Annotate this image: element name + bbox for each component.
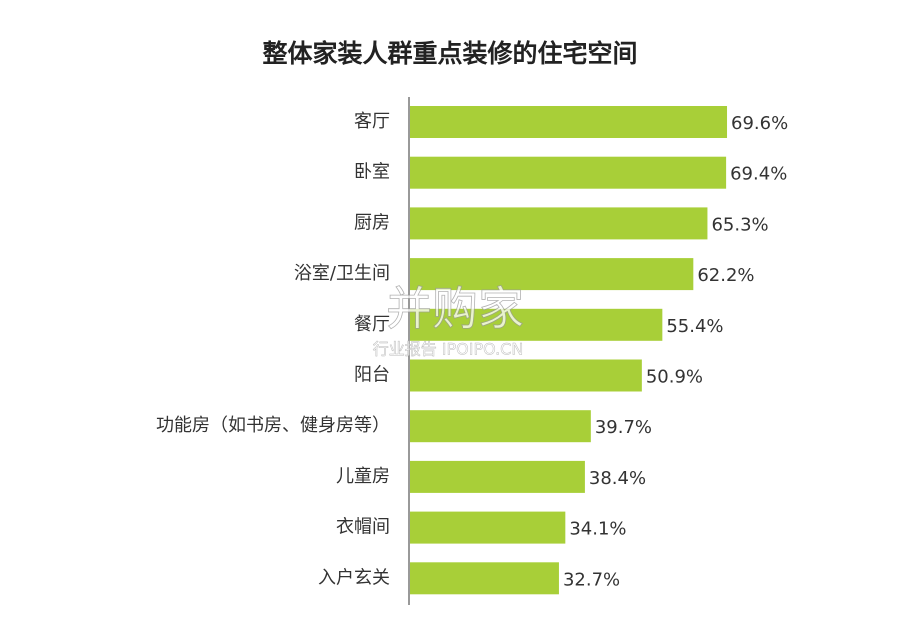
bar: [410, 460, 585, 493]
value-label: 34.1%: [569, 519, 626, 540]
bar: [410, 410, 591, 443]
category-label: 卧室: [354, 162, 390, 183]
value-label: 62.2%: [697, 265, 754, 286]
bar: [410, 258, 694, 291]
category-label: 衣帽间: [336, 517, 390, 538]
category-label: 阳台: [354, 365, 390, 386]
category-label: 厨房: [354, 212, 390, 233]
category-label: 功能房（如书房、健身房等）: [156, 415, 390, 436]
bar: [410, 308, 663, 341]
category-label: 入户玄关: [318, 567, 390, 588]
bar: [410, 156, 727, 189]
value-label: 39.7%: [595, 417, 652, 438]
value-label: 65.3%: [711, 214, 768, 235]
value-label: 55.4%: [666, 316, 723, 337]
value-label: 50.9%: [646, 367, 703, 388]
value-label: 38.4%: [589, 468, 646, 489]
value-label: 69.4%: [730, 164, 787, 185]
value-label: 69.6%: [731, 113, 788, 134]
category-label: 浴室/卫生间: [294, 263, 390, 284]
category-label: 儿童房: [336, 466, 390, 487]
bar: [410, 359, 642, 392]
value-label: 32.7%: [563, 569, 620, 590]
watermark-caption: 行业报告 IPOIPO.CN: [373, 340, 524, 359]
category-label: 客厅: [354, 111, 390, 132]
bar: [410, 207, 708, 240]
bar: [410, 106, 728, 138]
bar: [410, 562, 559, 595]
watermark-brand: 并购家: [386, 282, 524, 336]
category-label: 餐厅: [354, 314, 390, 335]
chart-title: 整体家装人群重点装修的住宅空间: [262, 39, 637, 68]
bar: [410, 511, 566, 544]
